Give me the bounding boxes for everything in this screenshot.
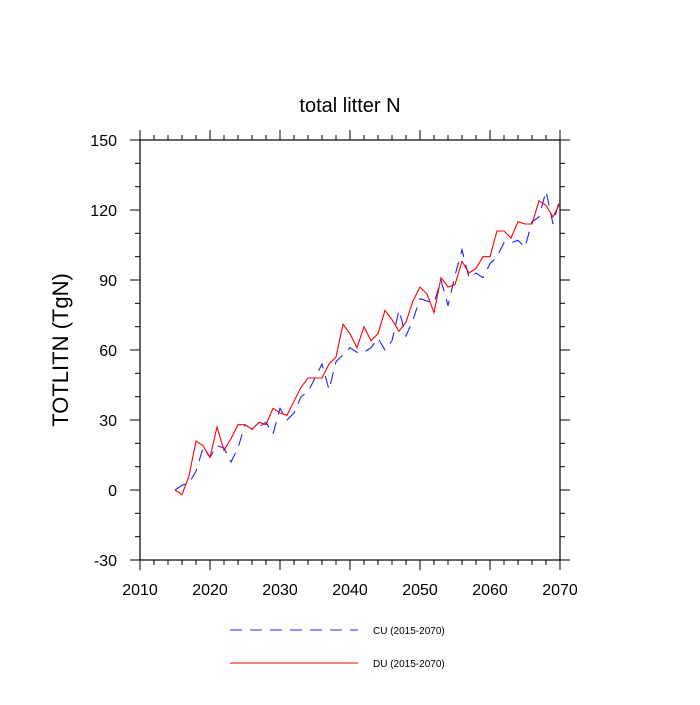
x-tick-label: 2060 [472, 582, 508, 599]
y-tick-label: 60 [99, 343, 117, 360]
y-tick-label: 150 [90, 133, 117, 150]
x-tick-label: 2050 [402, 582, 438, 599]
y-tick-label: -30 [94, 553, 117, 570]
chart-title: total litter N [299, 95, 400, 117]
legend: CU (2015-2070) DU (2015-2070) [230, 626, 445, 670]
y-tick-label: 90 [99, 273, 117, 290]
x-tick-label: 2020 [192, 582, 228, 599]
series-layer [174, 191, 561, 496]
y-tick-label: 120 [90, 203, 117, 220]
x-tick-label: 2040 [332, 582, 368, 599]
y-axis-label: TOTLITN (TgN) [48, 273, 73, 427]
plot-axes: 2010 2020 2030 2040 2050 2060 2070 -30 0 30 60 90 12… [90, 130, 578, 599]
y-tick-label: 30 [99, 413, 117, 430]
y-tick-label: 0 [108, 483, 117, 500]
plot-frame [139, 139, 561, 561]
x-tick-label: 2010 [122, 582, 158, 599]
series-line-cu [174, 191, 561, 491]
x-tick-label: 2070 [542, 582, 578, 599]
x-tick-label: 2030 [262, 582, 298, 599]
series-line-du [174, 199, 561, 496]
legend-label-cu: CU (2015-2070) [373, 626, 445, 637]
legend-label-du: DU (2015-2070) [373, 659, 445, 670]
